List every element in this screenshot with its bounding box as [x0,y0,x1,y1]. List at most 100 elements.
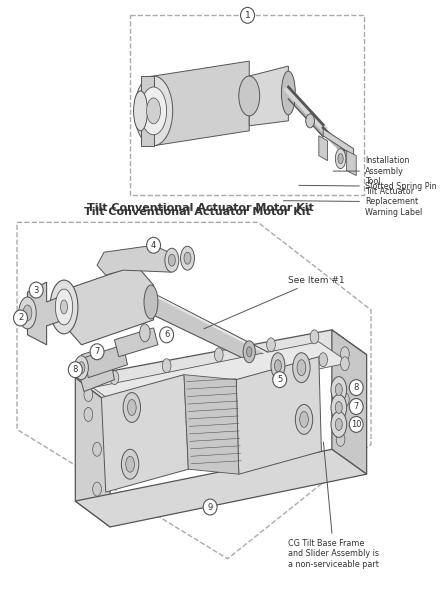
Circle shape [68,362,82,377]
Text: 1: 1 [245,11,250,20]
Ellipse shape [84,377,93,392]
Ellipse shape [335,148,346,169]
Polygon shape [347,151,356,175]
Ellipse shape [93,482,101,496]
Ellipse shape [121,450,139,479]
Text: 7: 7 [353,402,359,411]
Ellipse shape [162,359,171,373]
Ellipse shape [239,76,260,116]
Circle shape [349,416,363,432]
Polygon shape [319,136,327,160]
Polygon shape [78,358,114,392]
Circle shape [241,7,254,23]
Ellipse shape [50,280,78,334]
Ellipse shape [78,362,85,374]
Circle shape [349,380,363,395]
Ellipse shape [267,338,275,352]
Ellipse shape [335,401,342,413]
Ellipse shape [147,98,161,124]
Polygon shape [93,342,349,409]
Text: 7: 7 [94,347,100,356]
Circle shape [349,398,363,415]
Polygon shape [75,330,367,404]
Polygon shape [130,15,364,195]
Ellipse shape [135,76,173,145]
Ellipse shape [144,285,158,319]
Ellipse shape [74,356,88,380]
Ellipse shape [180,246,194,270]
Ellipse shape [335,383,342,395]
Ellipse shape [331,377,347,403]
Ellipse shape [123,392,140,423]
Ellipse shape [126,456,135,472]
Ellipse shape [19,297,36,329]
Text: 10: 10 [351,420,361,429]
Ellipse shape [300,412,308,427]
Text: CG Tilt Base Frame
and Slider Assembly is
a non-serviceable part: CG Tilt Base Frame and Slider Assembly i… [288,442,379,569]
Polygon shape [101,374,188,492]
Ellipse shape [331,412,347,438]
Ellipse shape [295,404,313,435]
Polygon shape [184,374,239,474]
Polygon shape [84,345,128,377]
Ellipse shape [140,87,167,135]
Ellipse shape [110,371,119,385]
Polygon shape [97,245,175,275]
Ellipse shape [55,289,73,325]
Ellipse shape [134,91,147,131]
Ellipse shape [93,442,101,456]
Circle shape [147,237,161,253]
Circle shape [160,327,174,343]
Text: 4: 4 [151,241,156,250]
Ellipse shape [319,353,327,367]
Text: Tilt Conventional Actuator Motor Kit: Tilt Conventional Actuator Motor Kit [87,203,314,213]
Polygon shape [114,328,158,357]
Ellipse shape [165,248,179,272]
Text: Tilt Conventional Actuator Motor Kit: Tilt Conventional Actuator Motor Kit [84,207,311,218]
Ellipse shape [271,353,285,379]
Polygon shape [75,450,367,527]
Circle shape [203,499,217,515]
Polygon shape [154,61,249,145]
Text: See Item #1: See Item #1 [204,276,345,329]
Text: 3: 3 [33,285,39,294]
Ellipse shape [297,360,306,376]
Text: 5: 5 [277,375,282,384]
Text: Installation
Assembly
Tool: Installation Assembly Tool [333,156,409,186]
Ellipse shape [335,418,342,430]
Polygon shape [236,357,322,474]
Polygon shape [323,129,354,156]
Ellipse shape [310,330,319,344]
Ellipse shape [282,71,295,115]
Circle shape [29,282,43,298]
Ellipse shape [128,400,136,415]
Polygon shape [27,282,64,345]
Ellipse shape [341,392,349,406]
Circle shape [90,344,104,360]
Text: 6: 6 [164,331,169,340]
Text: 8: 8 [353,383,359,392]
Ellipse shape [169,254,175,266]
Ellipse shape [247,347,252,357]
Polygon shape [75,377,110,527]
Ellipse shape [293,353,310,383]
Circle shape [273,371,286,388]
Ellipse shape [184,252,191,264]
Text: 2: 2 [18,313,23,322]
Circle shape [14,310,27,326]
Ellipse shape [341,347,349,361]
Polygon shape [249,66,288,126]
Ellipse shape [306,114,315,128]
Ellipse shape [243,341,255,363]
Polygon shape [332,330,367,474]
Text: 9: 9 [208,502,213,511]
Text: 8: 8 [73,365,78,374]
Polygon shape [151,292,275,371]
Polygon shape [64,265,154,345]
Polygon shape [78,350,99,370]
Ellipse shape [341,357,349,371]
Ellipse shape [331,395,347,421]
Text: Slotted Spring Pin: Slotted Spring Pin [299,182,436,191]
Ellipse shape [275,360,282,371]
Ellipse shape [338,154,343,163]
